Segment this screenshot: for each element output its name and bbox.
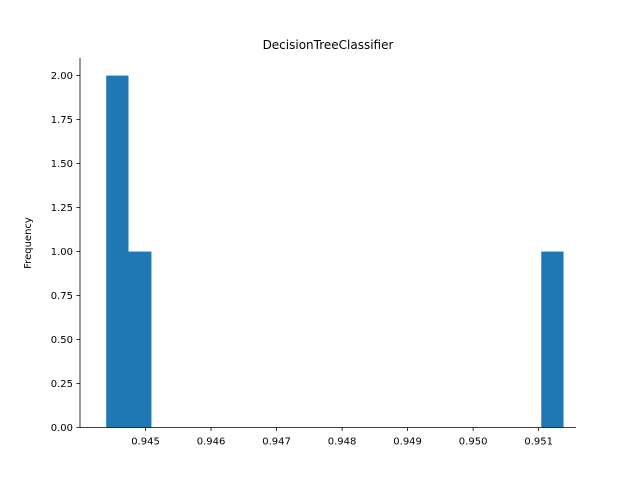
y-tick-label: 1.25 xyxy=(51,203,73,214)
y-axis-label: Frequency xyxy=(23,217,34,269)
y-axis: 0.00 0.25 0.50 0.75 1.00 1.25 1.50 1.75 2.00 xyxy=(51,71,80,434)
x-tick-label: 0.945 xyxy=(131,437,160,448)
y-tick-label: 1.50 xyxy=(51,159,73,170)
x-tick-label: 0.949 xyxy=(393,437,422,448)
y-tick-label: 0.00 xyxy=(51,423,73,434)
x-tick-label: 0.948 xyxy=(328,437,357,448)
x-axis: 0.945 0.946 0.947 0.948 0.949 0.950 0.951 xyxy=(131,427,553,448)
histogram-bar-1 xyxy=(128,251,152,428)
y-tick-label: 1.75 xyxy=(51,115,73,126)
x-tick-label: 0.946 xyxy=(197,437,226,448)
y-tick-label: 0.50 xyxy=(51,335,73,346)
y-tick-label: 0.75 xyxy=(51,291,73,302)
y-tick-label: 1.00 xyxy=(51,247,73,258)
x-tick-label: 0.951 xyxy=(524,437,553,448)
y-tick-label: 2.00 xyxy=(51,71,73,82)
x-tick-label: 0.947 xyxy=(262,437,291,448)
x-tick-label: 0.950 xyxy=(459,437,488,448)
chart-title: DecisionTreeClassifier xyxy=(263,38,394,52)
histogram-bar-0 xyxy=(106,75,129,428)
bars-layer xyxy=(106,75,564,428)
y-tick-label: 0.25 xyxy=(51,379,73,390)
histogram-bar-2 xyxy=(541,251,564,428)
